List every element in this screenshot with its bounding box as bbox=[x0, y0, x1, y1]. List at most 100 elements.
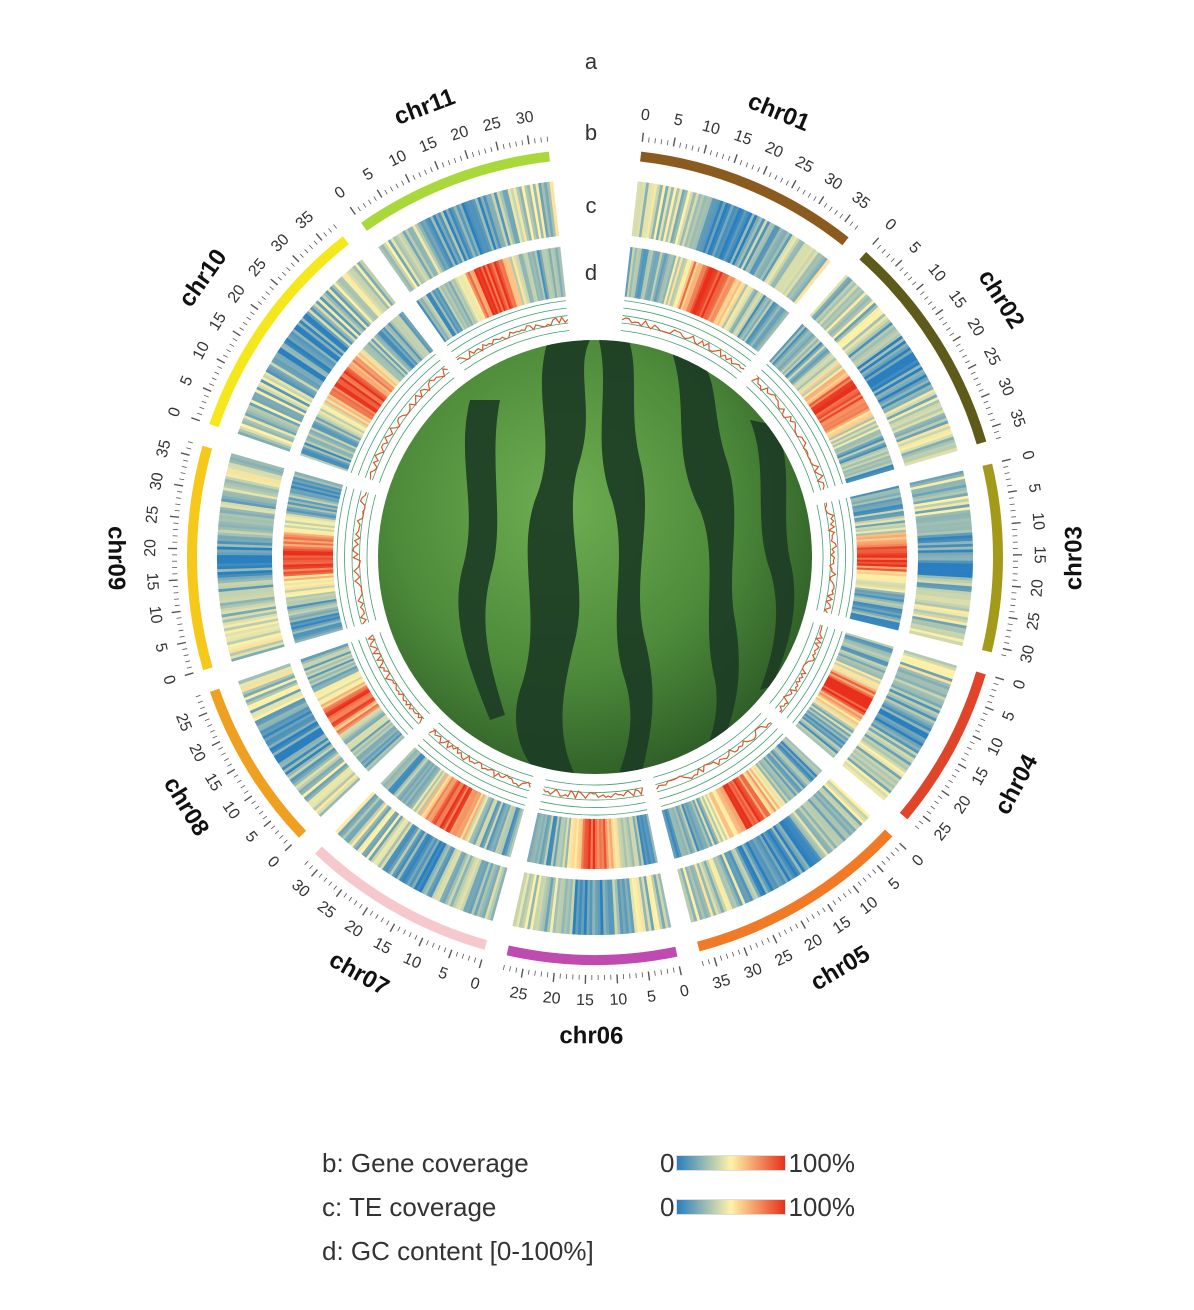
gc-grid bbox=[371, 371, 450, 481]
heat-cell bbox=[397, 232, 429, 282]
heat-cell bbox=[638, 182, 650, 238]
tick-label: 15 bbox=[417, 134, 440, 156]
tick-mark bbox=[386, 920, 390, 926]
heat-cell bbox=[700, 271, 724, 319]
heat-cell bbox=[260, 707, 311, 737]
gc-content-chr01 bbox=[620, 300, 756, 379]
gc-grid bbox=[657, 723, 773, 793]
heat-cell bbox=[488, 262, 509, 311]
heat-cell bbox=[722, 209, 748, 262]
heat-cell bbox=[217, 528, 273, 536]
heat-cell bbox=[788, 253, 824, 300]
heat-cell bbox=[790, 348, 830, 384]
heat-cell bbox=[488, 193, 507, 248]
heat-cell bbox=[713, 789, 739, 836]
heat-cell bbox=[704, 273, 728, 320]
tick-label: 10 bbox=[400, 950, 423, 973]
tick-mark bbox=[309, 865, 314, 870]
heat-cell bbox=[908, 630, 964, 647]
heat-cell bbox=[301, 646, 350, 667]
heat-cell bbox=[824, 681, 870, 708]
heat-cell bbox=[821, 686, 867, 714]
heat-cell bbox=[856, 531, 907, 539]
heat-cell bbox=[258, 703, 309, 732]
heat-cell bbox=[408, 837, 438, 888]
gc-grid bbox=[780, 626, 829, 714]
tick-mark bbox=[546, 972, 549, 978]
heat-cell bbox=[672, 189, 689, 245]
heat-cell bbox=[267, 718, 317, 749]
tick-mark bbox=[1004, 642, 1010, 644]
gc-grid bbox=[540, 801, 646, 808]
heat-cell bbox=[243, 676, 297, 701]
tick-label: 0 bbox=[640, 107, 651, 125]
heat-cell bbox=[285, 586, 335, 596]
heat-cell bbox=[809, 378, 853, 409]
heat-cell bbox=[345, 799, 385, 844]
ideogram-chr09 bbox=[187, 445, 213, 671]
heat-cell bbox=[838, 651, 887, 672]
heat-cell bbox=[434, 213, 462, 265]
heat-cell bbox=[781, 338, 820, 376]
chromosome-label-chr01: chr01 bbox=[744, 88, 814, 137]
heat-cell bbox=[522, 252, 537, 303]
heat-cell bbox=[667, 188, 684, 243]
tick-mark bbox=[176, 617, 182, 619]
tick-label: 15 bbox=[201, 770, 225, 794]
heat-cell bbox=[819, 690, 864, 719]
heat-cell bbox=[782, 737, 821, 775]
heat-cell bbox=[560, 878, 569, 934]
heat-cell bbox=[686, 801, 707, 850]
heat-cell bbox=[301, 644, 350, 665]
heat-cell bbox=[788, 346, 828, 383]
heat-cell bbox=[414, 770, 446, 814]
heat-cell bbox=[702, 794, 726, 842]
heat-cell bbox=[260, 378, 311, 408]
heat-cell bbox=[226, 629, 281, 646]
heat-cell bbox=[842, 641, 891, 661]
heat-cell bbox=[283, 536, 334, 542]
tick-mark bbox=[455, 951, 459, 957]
heat-cell bbox=[914, 504, 970, 515]
heat-cell bbox=[790, 255, 827, 302]
heat-cell bbox=[350, 266, 389, 311]
heat-cell bbox=[856, 563, 907, 568]
heat-cell bbox=[709, 276, 735, 323]
heat-cell bbox=[837, 437, 885, 460]
heat-cell bbox=[402, 230, 433, 280]
heat-cell bbox=[328, 693, 373, 722]
tick-mark bbox=[1009, 503, 1015, 506]
tick-mark bbox=[277, 276, 283, 281]
heat-cell bbox=[287, 602, 338, 614]
heat-cell bbox=[779, 335, 817, 373]
heat-cell bbox=[915, 596, 971, 607]
heat-cell bbox=[676, 191, 695, 246]
heat-cell bbox=[261, 375, 312, 405]
heat-cell bbox=[372, 336, 410, 374]
heat-cell bbox=[556, 817, 566, 868]
tick-mark bbox=[991, 423, 1001, 428]
ideogram-chr01 bbox=[640, 151, 849, 246]
tick-mark bbox=[672, 137, 676, 147]
heat-cell bbox=[485, 194, 505, 248]
heat-cell bbox=[309, 663, 357, 687]
heat-cell bbox=[761, 758, 796, 799]
tick-mark bbox=[552, 972, 555, 983]
heat-cell bbox=[709, 857, 733, 911]
heat-cell bbox=[916, 518, 972, 527]
heat-cell bbox=[883, 699, 935, 728]
tick-mark bbox=[243, 790, 249, 794]
tick-mark bbox=[976, 383, 981, 386]
heat-cell bbox=[912, 489, 968, 503]
gene-scale-min: 0 bbox=[660, 1147, 675, 1178]
tick-mark bbox=[540, 971, 543, 977]
heat-cell bbox=[428, 778, 458, 823]
heat-cell bbox=[713, 205, 738, 258]
heat-cell bbox=[534, 250, 547, 301]
heat-cell bbox=[273, 726, 322, 759]
heat-cell bbox=[774, 330, 812, 369]
tick-mark bbox=[323, 232, 328, 237]
tick-mark bbox=[1008, 616, 1018, 620]
heat-cell bbox=[321, 403, 367, 431]
tick-mark bbox=[934, 800, 939, 805]
